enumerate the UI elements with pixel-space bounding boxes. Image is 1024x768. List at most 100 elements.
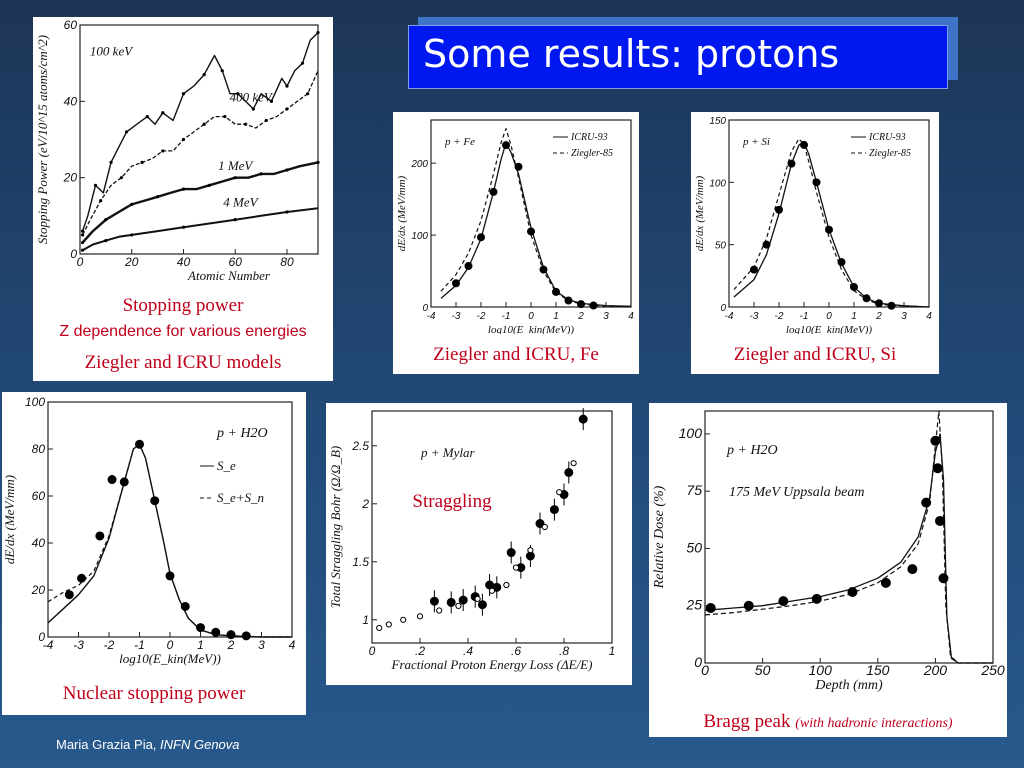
data-point	[80, 248, 85, 252]
data-point	[145, 115, 149, 119]
series-line	[81, 32, 319, 232]
plot-frame	[704, 410, 994, 664]
data-point	[241, 631, 251, 641]
data-point	[119, 176, 123, 180]
data-point	[705, 603, 716, 614]
y-tick-label: 20	[63, 171, 78, 185]
data-point	[429, 596, 439, 606]
data-point	[119, 477, 129, 487]
data-point	[458, 595, 468, 605]
x-tick-label: 4	[628, 311, 634, 322]
data-point	[743, 600, 754, 611]
y-tick-label: 100	[25, 395, 45, 409]
x-tick-label: -3	[750, 311, 759, 322]
annotation: p + Fe	[444, 136, 475, 148]
data-point	[99, 198, 103, 203]
data-point	[477, 600, 487, 610]
series-line	[704, 433, 993, 664]
data-point	[220, 69, 224, 73]
series-label-100-keV: 100 keV	[90, 44, 134, 59]
data-point	[875, 299, 883, 308]
data-point	[464, 262, 473, 271]
data-point	[202, 73, 206, 77]
data-point	[489, 187, 498, 196]
y-axis-label: Total Straggling Bohr (Ω/Ω_B)	[328, 446, 343, 608]
y-tick-label: 0	[694, 654, 702, 670]
data-point	[285, 210, 289, 214]
x-tick-label: .2	[415, 644, 425, 658]
caption-bragg-sub: (with hadronic interactions)	[795, 716, 953, 731]
x-tick-label: 60	[229, 255, 243, 269]
x-tick-label: 1	[609, 644, 616, 658]
data-point	[264, 118, 268, 123]
data-point	[577, 300, 585, 309]
x-tick-label: 0	[701, 662, 709, 678]
data-point	[455, 602, 462, 609]
panel-p-fe: -4 -3 -2 -1 0 1 2 3 4 0 100 200 log10(E_kin(MeV)) dE/…	[393, 112, 639, 374]
data-point	[165, 571, 175, 581]
data-point	[527, 227, 535, 236]
x-tick-label: 2	[577, 311, 584, 322]
caption-z-dependence: Z dependence for various energies	[59, 323, 307, 340]
data-point	[862, 294, 871, 303]
annotation: p + Mylar	[420, 445, 475, 460]
data-point	[135, 439, 144, 449]
data-point	[477, 233, 485, 242]
chart-h2o-stopping: -4 -3 -2 -1 0 1 2 3 4020406080100log10(E_kin(MeV…	[2, 395, 296, 666]
x-tick-label: 2	[875, 311, 882, 322]
legend-Ziegler-85: Ziegler-85	[571, 148, 613, 159]
y-tick-label: 0	[70, 247, 77, 261]
data-point	[907, 564, 918, 575]
series-line	[440, 128, 632, 308]
data-point	[800, 140, 808, 149]
x-tick-label: 1	[197, 638, 204, 652]
data-point	[233, 176, 237, 180]
x-tick-label: -2	[775, 311, 784, 322]
data-point	[512, 564, 520, 571]
footer: Maria Grazia Pia, INFN Genova	[56, 737, 240, 752]
series-line	[440, 142, 632, 307]
x-tick-label: 100	[809, 662, 833, 678]
x-tick-label: 0	[369, 644, 376, 658]
x-tick-label: .8	[559, 644, 569, 658]
data-point	[376, 624, 383, 632]
data-point	[514, 162, 523, 171]
data-point	[181, 225, 186, 229]
data-point	[161, 149, 165, 153]
data-point	[124, 130, 129, 134]
x-tick-label: 1	[851, 311, 857, 322]
data-point	[556, 489, 563, 496]
chart-p-fe: -4 -3 -2 -1 0 1 2 3 4 0 100 200 log10(E_kin(MeV)) dE/…	[396, 119, 634, 334]
data-point	[226, 630, 236, 640]
data-point	[181, 137, 186, 142]
y-tick-label: 100	[679, 425, 703, 441]
y-tick-label: 75	[686, 482, 702, 498]
data-point	[80, 240, 85, 245]
data-point	[236, 92, 240, 96]
y-tick-label: 60	[64, 18, 78, 32]
chart-p-si: -4 -3 -2 -1 0 1 2 3 4 0 50 100 150 log10(E_kin(MeV)) d…	[694, 116, 932, 334]
data-point	[77, 573, 87, 583]
y-tick-label: 60	[32, 489, 46, 503]
chart-straggling: 0 .2 .4 .6 .8 1 1 1.5 2 2.5 Fractional Proton Ener…	[328, 408, 616, 672]
data-point	[812, 178, 821, 187]
x-tick-label: 3	[258, 638, 265, 652]
x-axis-label: log10(E_kin(MeV))	[488, 324, 574, 334]
data-point	[64, 590, 74, 600]
data-point	[207, 183, 211, 187]
title-box: Some results: protons	[408, 25, 948, 89]
data-point	[104, 218, 108, 222]
y-axis-label: Relative Dose (%)	[652, 485, 667, 589]
x-tick-label: -3	[73, 638, 84, 652]
caption-models: Ziegler and ICRU models	[84, 352, 282, 373]
legend-ICRU-93: ICRU-93	[570, 132, 608, 143]
series-line	[733, 141, 930, 308]
data-point	[202, 122, 206, 126]
data-point	[385, 621, 392, 628]
x-tick-label: 0	[826, 311, 832, 322]
annotation: p + H2O	[216, 426, 268, 441]
data-point	[156, 195, 160, 199]
caption-nuclear: Nuclear stopping power	[62, 683, 246, 704]
x-tick-label: -4	[43, 638, 54, 652]
